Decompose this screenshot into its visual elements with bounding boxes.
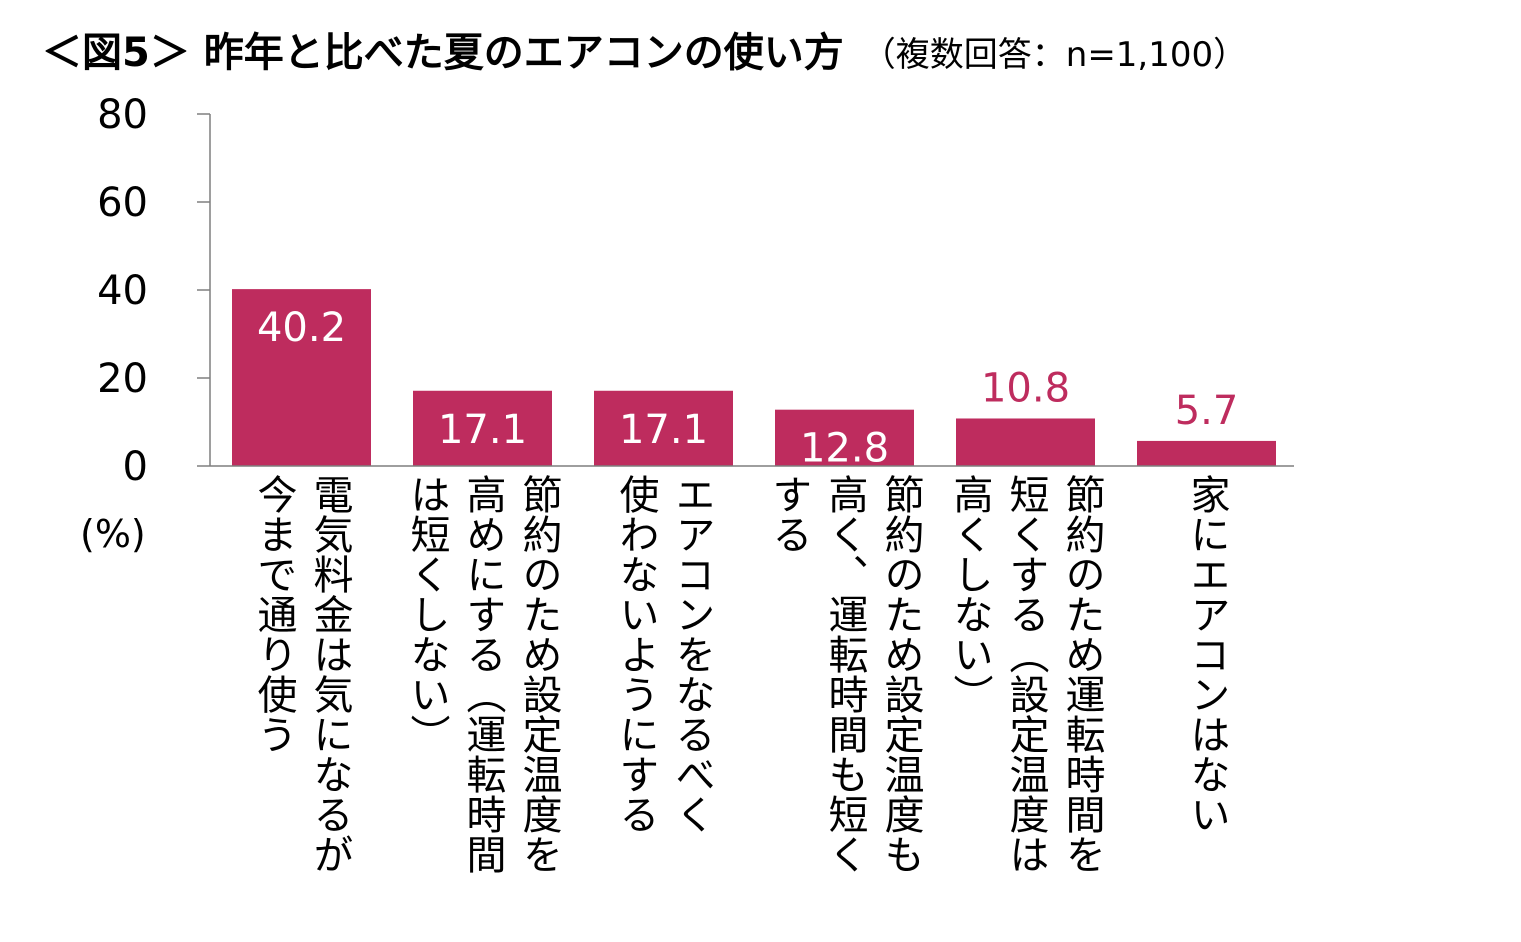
x-category-label: エアコンをなるべく 使わないようにする: [612, 474, 715, 834]
bar: [232, 289, 371, 466]
y-tick-label: 80: [97, 92, 148, 138]
bar-value-label: 17.1: [438, 407, 527, 453]
bar-value-label: 40.2: [257, 305, 346, 351]
x-category-label: 節約のため設定温度を 高めにする（運転時間 は短くしない）: [403, 474, 562, 874]
chart-subtitle: （複数回答：n=1,100）: [861, 35, 1248, 75]
bar: [1137, 440, 1276, 466]
x-category-label: 節約のため設定温度も 高く、運転時間も短く する: [765, 474, 924, 874]
bar-value-label: 5.7: [1175, 388, 1239, 434]
y-tick-label: 40: [97, 268, 148, 314]
y-tick-label: 0: [123, 444, 148, 490]
bar-value-label: 10.8: [981, 365, 1070, 411]
bar-value-label: 17.1: [619, 407, 708, 453]
chart-title: ＜図5＞ 昨年と比べた夏のエアコンの使い方: [42, 30, 844, 76]
x-category-label: 家にエアコンはない: [1183, 474, 1230, 834]
bar: [594, 390, 733, 466]
bar: [413, 390, 552, 466]
bar: [956, 418, 1095, 466]
bar: [775, 409, 914, 466]
x-category-label: 電気料金は気になるが 今まで通り使う: [250, 474, 353, 874]
x-category-label: 節約のため運転時間を 短くする（設定温度は 高くしない）: [946, 474, 1105, 874]
y-tick-label: 60: [97, 180, 148, 226]
chart-title-row: ＜図5＞ 昨年と比べた夏のエアコンの使い方 （複数回答：n=1,100）: [42, 20, 1247, 78]
y-tick-label: 20: [97, 356, 148, 402]
y-axis-unit-label: (%): [80, 512, 146, 556]
bar-value-label: 12.8: [800, 426, 889, 472]
